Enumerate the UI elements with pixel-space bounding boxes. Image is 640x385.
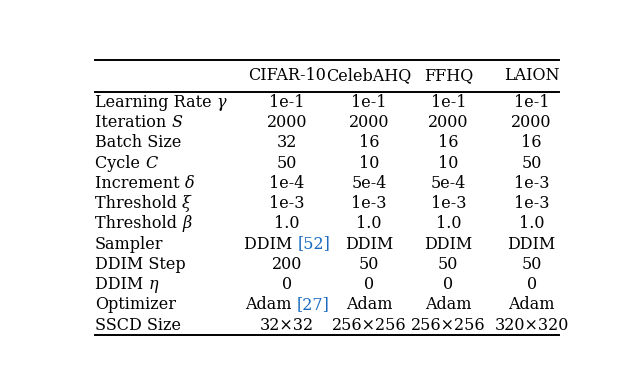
Text: 0: 0 xyxy=(444,276,453,293)
Text: β: β xyxy=(182,215,191,232)
Text: 5e-4: 5e-4 xyxy=(351,175,387,192)
Text: 2000: 2000 xyxy=(428,114,468,131)
Text: ξ: ξ xyxy=(182,195,191,212)
Text: 256×256: 256×256 xyxy=(332,316,406,334)
Text: Adam: Adam xyxy=(346,296,392,313)
Text: 1e-4: 1e-4 xyxy=(269,175,305,192)
Text: [27]: [27] xyxy=(296,296,330,313)
Text: 320×320: 320×320 xyxy=(495,316,569,334)
Text: 1e-1: 1e-1 xyxy=(514,94,549,111)
Text: 32: 32 xyxy=(277,134,297,151)
Text: 10: 10 xyxy=(438,154,458,172)
Text: 16: 16 xyxy=(522,134,542,151)
Text: 50: 50 xyxy=(522,154,542,172)
Text: 16: 16 xyxy=(438,134,458,151)
Text: DDIM: DDIM xyxy=(244,236,298,253)
Text: 2000: 2000 xyxy=(349,114,389,131)
Text: 1e-1: 1e-1 xyxy=(431,94,466,111)
Text: Adam: Adam xyxy=(425,296,472,313)
Text: 2000: 2000 xyxy=(511,114,552,131)
Text: Learning Rate: Learning Rate xyxy=(95,94,216,111)
Text: γ: γ xyxy=(216,94,227,111)
Text: 1.0: 1.0 xyxy=(275,215,300,232)
Text: 50: 50 xyxy=(438,256,458,273)
Text: 50: 50 xyxy=(522,256,542,273)
Text: 256×256: 256×256 xyxy=(411,316,486,334)
Text: DDIM: DDIM xyxy=(345,236,393,253)
Text: DDIM: DDIM xyxy=(95,276,148,293)
Text: 1e-3: 1e-3 xyxy=(514,195,549,212)
Text: CelebAHQ: CelebAHQ xyxy=(326,67,412,84)
Text: 0: 0 xyxy=(527,276,537,293)
Text: 1.0: 1.0 xyxy=(436,215,461,232)
Text: 1e-1: 1e-1 xyxy=(269,94,305,111)
Text: 16: 16 xyxy=(358,134,379,151)
Text: Cycle: Cycle xyxy=(95,154,145,172)
Text: FFHQ: FFHQ xyxy=(424,67,473,84)
Text: 1.0: 1.0 xyxy=(356,215,381,232)
Text: 200: 200 xyxy=(272,256,302,273)
Text: Threshold: Threshold xyxy=(95,195,182,212)
Text: [52]: [52] xyxy=(298,236,330,253)
Text: 2000: 2000 xyxy=(267,114,307,131)
Text: 1e-3: 1e-3 xyxy=(514,175,549,192)
Text: 1e-3: 1e-3 xyxy=(351,195,387,212)
Text: LAION: LAION xyxy=(504,67,559,84)
Text: 0: 0 xyxy=(364,276,374,293)
Text: 5e-4: 5e-4 xyxy=(431,175,466,192)
Text: Adam: Adam xyxy=(245,296,296,313)
Text: CIFAR-10: CIFAR-10 xyxy=(248,67,326,84)
Text: Optimizer: Optimizer xyxy=(95,296,176,313)
Text: Increment: Increment xyxy=(95,175,184,192)
Text: DDIM Step: DDIM Step xyxy=(95,256,186,273)
Text: Iteration: Iteration xyxy=(95,114,172,131)
Text: Batch Size: Batch Size xyxy=(95,134,181,151)
Text: 10: 10 xyxy=(359,154,379,172)
Text: DDIM: DDIM xyxy=(508,236,556,253)
Text: Threshold: Threshold xyxy=(95,215,182,232)
Text: 1.0: 1.0 xyxy=(519,215,545,232)
Text: Sampler: Sampler xyxy=(95,236,163,253)
Text: 1e-3: 1e-3 xyxy=(431,195,466,212)
Text: SSCD Size: SSCD Size xyxy=(95,316,181,334)
Text: 32×32: 32×32 xyxy=(260,316,314,334)
Text: 50: 50 xyxy=(359,256,379,273)
Text: η: η xyxy=(148,276,158,293)
Text: DDIM: DDIM xyxy=(424,236,472,253)
Text: δ: δ xyxy=(184,175,195,192)
Text: 0: 0 xyxy=(282,276,292,293)
Text: S: S xyxy=(172,114,182,131)
Text: 1e-3: 1e-3 xyxy=(269,195,305,212)
Text: C: C xyxy=(145,154,157,172)
Text: Adam: Adam xyxy=(508,296,555,313)
Text: 1e-1: 1e-1 xyxy=(351,94,387,111)
Text: 50: 50 xyxy=(277,154,297,172)
